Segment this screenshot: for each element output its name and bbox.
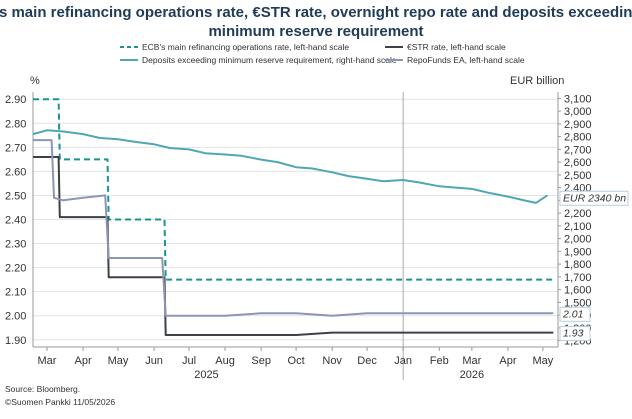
y-left-tick-label: 2.50 <box>5 190 26 202</box>
legend-label: ECB's main refinancing operations rate, … <box>142 42 349 52</box>
y-right-tick-label: 2,100 <box>564 221 592 233</box>
grid <box>33 98 558 341</box>
copyright-note: ©Suomen Pankki 11/05/2026 <box>5 397 115 407</box>
series-group <box>32 98 554 336</box>
x-month-label: Oct <box>288 355 305 367</box>
x-month-label: Aug <box>215 355 235 367</box>
y-right-tick-label: 3,000 <box>564 106 592 118</box>
y-right-tick-label: 1,600 <box>564 285 592 297</box>
y-left-tick-label: 2.70 <box>5 142 26 154</box>
y-left-tick-label: 2.60 <box>5 166 26 178</box>
y-right-tick-label: 1,900 <box>564 246 592 258</box>
series-line-0 <box>33 98 554 281</box>
y-left-tick-label: 2.20 <box>5 263 26 275</box>
y-left-tick-label: 2.90 <box>5 94 26 106</box>
y-left-tick-label: 2.80 <box>5 118 26 130</box>
y-right-tick-label: 3,100 <box>564 93 592 105</box>
y-left-tick-label: 1.90 <box>5 335 26 347</box>
y-right-tick-label: 2,500 <box>564 170 592 182</box>
x-month-label: Dec <box>357 355 377 367</box>
x-month-label: Nov <box>322 355 342 367</box>
y-right-unit-label: EUR billion <box>510 75 564 87</box>
y-right-tick-label: 2,700 <box>564 144 592 156</box>
estr-value-label: 1.93 <box>563 328 584 340</box>
y-right-tick-label: 1,800 <box>564 259 592 271</box>
series-line-3 <box>33 139 554 317</box>
x-month-label: Jul <box>182 355 196 367</box>
estr-value-label-box <box>559 326 591 342</box>
legend-label: RepoFunds EA, left-hand scale <box>407 55 525 65</box>
legend-label: €STR rate, left-hand scale <box>407 42 506 52</box>
x-month-label: Apr <box>74 355 91 367</box>
series-line-1 <box>33 156 554 336</box>
x-year-label: 2025 <box>194 369 218 381</box>
x-month-label: Jun <box>145 355 163 367</box>
x-month-label: May <box>532 355 553 367</box>
y-left-tick-label: 2.00 <box>5 311 26 323</box>
x-month-label: Jan <box>394 355 412 367</box>
y-left-tick-label: 2.10 <box>5 287 26 299</box>
y-right-tick-label: 2,800 <box>564 132 592 144</box>
x-month-label: Mar <box>37 355 56 367</box>
x-month-label: Feb <box>430 355 449 367</box>
legend-label: Deposits exceeding minimum reserve requi… <box>142 55 397 65</box>
source-note: Source: Bloomberg. <box>5 384 80 394</box>
chart-title-line-1: ECB's main refinancing operations rate, … <box>0 4 632 21</box>
y-right-tick-label: 2,200 <box>564 208 592 220</box>
series-line-2 <box>32 129 549 204</box>
x-year-label: 2026 <box>460 369 484 381</box>
y-right-tick-label: 2,000 <box>564 234 592 246</box>
y-right-tick-label: 2,900 <box>564 119 592 131</box>
legend: ECB's main refinancing operations rate, … <box>120 42 525 65</box>
axes: 1.90 2.00 2.10 2.20 2.30 2.40 2.50 2.60 2.70 2.80… <box>5 92 592 381</box>
y-right-tick-label: 1,500 <box>564 297 592 309</box>
deposits-value-label: EUR 2340 bn <box>563 192 626 204</box>
x-month-label: Sep <box>251 355 271 367</box>
repo-value-label: 2.01 <box>562 308 583 320</box>
deposits-value-label-box <box>559 190 629 206</box>
y-left-tick-label: 2.40 <box>5 215 26 227</box>
x-month-label: Mar <box>462 355 481 367</box>
chart-title-line-2: minimum reserve requirement <box>208 23 423 40</box>
repo-value-label-box <box>559 306 591 322</box>
y-right-tick-label: 2,600 <box>564 157 592 169</box>
value-labels: EUR 2340 bn 2.01 1.93 <box>559 190 629 342</box>
x-month-label: May <box>108 355 129 367</box>
y-left-tick-label: 2.30 <box>5 239 26 251</box>
x-month-label: Apr <box>499 355 516 367</box>
y-right-tick-label: 1,700 <box>564 272 592 284</box>
y-left-unit-label: % <box>30 75 40 87</box>
